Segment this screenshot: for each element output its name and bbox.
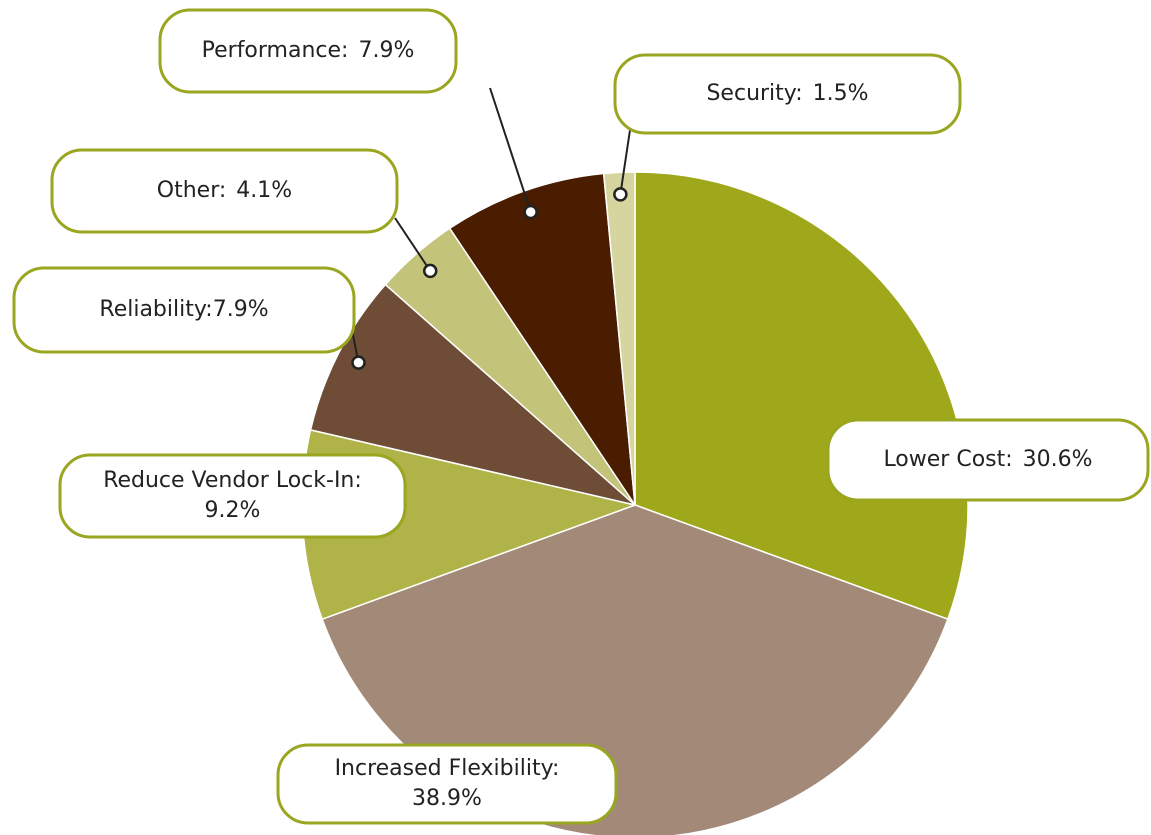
category-label: Lower Cost: (883, 447, 1012, 472)
value-label: 38.9% (412, 786, 482, 811)
category-label: Other: (157, 178, 227, 203)
label-box (613, 53, 962, 135)
value-label: 1.5% (813, 81, 869, 106)
data-label: Reliability:7.9% (99, 297, 268, 322)
category-label: Performance: (202, 38, 349, 63)
label-box (12, 266, 356, 354)
leader-line (619, 129, 631, 195)
value-label: 7.9% (213, 297, 269, 322)
data-label: Reduce Vendor Lock-In: 9.2% (103, 468, 362, 523)
value-label: 4.1% (236, 178, 292, 203)
leader-line (489, 87, 532, 213)
category-label: Reliability: (99, 297, 212, 322)
label-box (158, 8, 458, 94)
label-box (276, 743, 618, 825)
data-label: Other: 4.1% (157, 178, 292, 203)
value-label: 30.6% (1023, 447, 1093, 472)
leader-dot (422, 263, 438, 279)
data-label: Lower Cost: 30.6% (883, 447, 1092, 472)
leader-line (394, 217, 432, 272)
leader-dot (613, 187, 628, 202)
category-label: Increased Flexibility: (335, 756, 560, 781)
leader-dot (351, 355, 366, 370)
value-label: 9.2% (205, 498, 261, 523)
category-label: Reduce Vendor Lock-In: (103, 468, 362, 493)
pie-slice (634, 171, 969, 621)
label-box (826, 418, 1150, 502)
leader-dot (523, 204, 538, 220)
data-label: Performance: 7.9% (202, 38, 415, 63)
category-label: Security: (706, 81, 802, 106)
pie-slice (602, 171, 636, 506)
value-label: 7.9% (358, 38, 414, 63)
data-label: Security: 1.5% (706, 81, 868, 106)
label-box (50, 148, 399, 234)
pie-slice (309, 283, 636, 506)
data-label: Increased Flexibility: 38.9% (335, 756, 560, 811)
label-box (58, 453, 407, 539)
